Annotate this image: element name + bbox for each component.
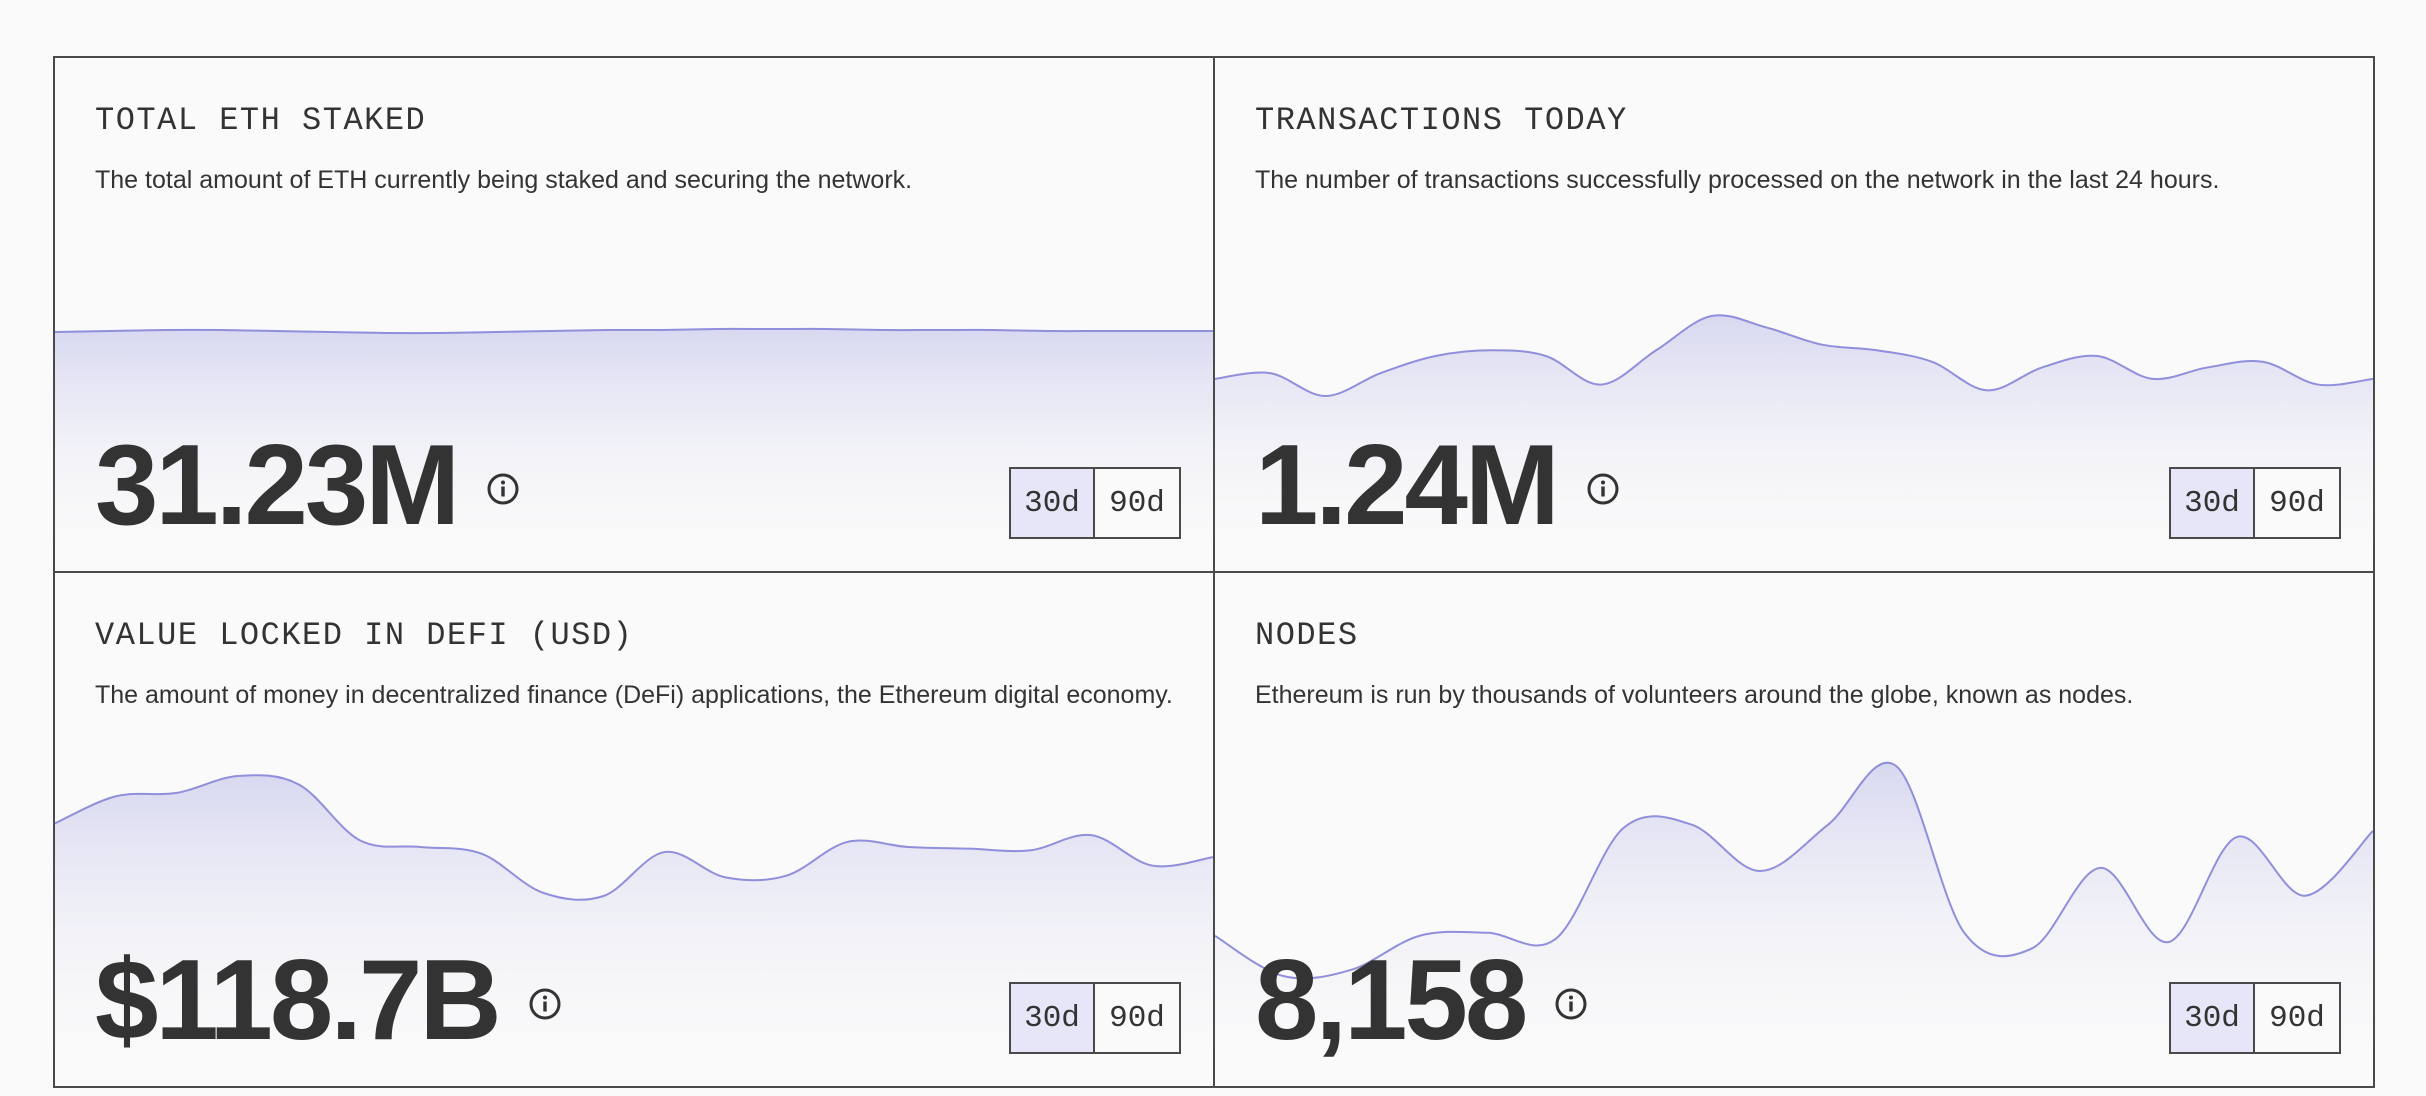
range-90d-button[interactable]: 90d (2255, 467, 2341, 539)
card-description: The amount of money in decentralized fin… (95, 681, 1173, 709)
stat-value: $118.7B (95, 937, 502, 1064)
info-icon[interactable] (485, 471, 521, 507)
card-description: The number of transactions successfully … (1255, 166, 2220, 194)
stat-card-transactions-today: TRANSACTIONS TODAY The number of transac… (1213, 56, 2373, 571)
time-range-toggle: 30d 90d (1009, 467, 1181, 539)
stat-value: 31.23M (95, 422, 460, 549)
sparkline-area (1215, 762, 2373, 1086)
range-90d-button[interactable]: 90d (1095, 467, 1181, 539)
stats-grid: TOTAL ETH STAKED The total amount of ETH… (53, 56, 2375, 1088)
sparkline-line (1215, 314, 2373, 398)
range-30d-button[interactable]: 30d (1009, 467, 1095, 539)
time-range-toggle: 30d 90d (1009, 982, 1181, 1054)
info-icon[interactable] (1553, 986, 1589, 1022)
info-icon[interactable] (527, 986, 563, 1022)
value-row: 1.24M (1255, 429, 1621, 543)
card-title: TOTAL ETH STAKED (95, 102, 427, 139)
sparkline-chart (1215, 314, 2373, 571)
sparkline-line (55, 327, 1213, 335)
range-90d-button[interactable]: 90d (2255, 982, 2341, 1054)
value-row: 31.23M (95, 429, 521, 543)
sparkline-line (55, 774, 1213, 901)
card-title: TRANSACTIONS TODAY (1255, 102, 1628, 139)
stat-card-total-eth-staked: TOTAL ETH STAKED The total amount of ETH… (53, 56, 1213, 571)
card-description: Ethereum is run by thousands of voluntee… (1255, 681, 2134, 709)
range-90d-button[interactable]: 90d (1095, 982, 1181, 1054)
sparkline-area (55, 775, 1213, 1086)
stat-card-nodes: NODES Ethereum is run by thousands of vo… (1213, 571, 2373, 1086)
stat-value: 1.24M (1255, 422, 1560, 549)
sparkline-line (1215, 761, 2373, 980)
sparkline-chart (55, 774, 1213, 1086)
range-30d-button[interactable]: 30d (1009, 982, 1095, 1054)
range-30d-button[interactable]: 30d (2169, 467, 2255, 539)
range-30d-button[interactable]: 30d (2169, 982, 2255, 1054)
value-row: $118.7B (95, 944, 563, 1058)
time-range-toggle: 30d 90d (2169, 982, 2341, 1054)
card-title: VALUE LOCKED IN DEFI (USD) (95, 617, 634, 654)
sparkline-area (1215, 315, 2373, 571)
stat-card-value-locked-defi: VALUE LOCKED IN DEFI (USD) The amount of… (53, 571, 1213, 1086)
time-range-toggle: 30d 90d (2169, 467, 2341, 539)
sparkline-chart (55, 327, 1213, 571)
card-title: NODES (1255, 617, 1359, 654)
card-description: The total amount of ETH currently being … (95, 166, 913, 194)
sparkline-area (55, 328, 1213, 571)
info-icon[interactable] (1585, 471, 1621, 507)
value-row: 8,158 (1255, 944, 1589, 1058)
stat-value: 8,158 (1255, 937, 1528, 1064)
sparkline-chart (1215, 761, 2373, 1086)
